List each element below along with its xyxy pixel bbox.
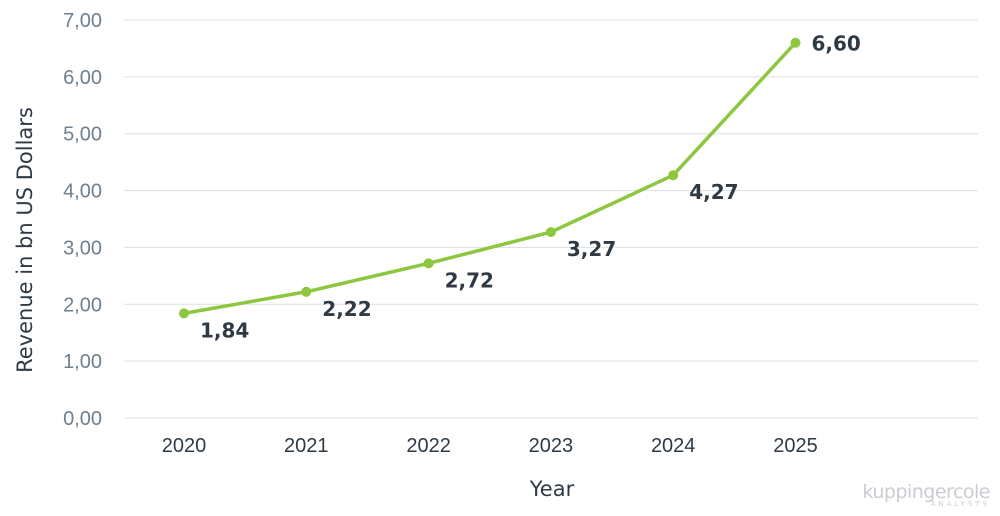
data-point [668,170,679,181]
data-point [179,308,189,319]
series-line [182,40,798,316]
x-tick-label: 2023 [529,435,574,457]
x-axis-ticks: 2020 2021 2022 2023 2024 2025 [162,435,818,457]
series-revenue [179,37,801,319]
y-tick-label: 2,00 [63,294,102,316]
y-tick-label: 3,00 [63,237,102,259]
brand-logo: kuppingercole ANALYSTS [862,481,990,509]
data-point [423,258,434,269]
brand-logo-tagline: ANALYSTS [930,500,990,508]
y-tick-label: 1,00 [63,351,102,373]
y-tick-label: 7,00 [63,10,102,32]
y-axis-title: Revenue in bn US Dollars [13,107,37,373]
data-label: 2,72 [445,268,494,292]
x-tick-label: 2022 [406,435,451,457]
x-tick-label: 2025 [773,435,818,457]
data-label: 6,60 [812,32,861,56]
data-label: 3,27 [567,237,616,261]
y-tick-label: 4,00 [63,181,102,203]
y-axis-ticks: 0,00 1,00 2,00 3,00 4,00 5,00 6,00 7,00 [63,10,102,430]
x-axis-title: Year [529,477,575,501]
brand-logo-name: kuppingercole [862,481,990,503]
data-point [301,286,312,297]
x-tick-label: 2024 [651,435,696,457]
gridlines [124,19,978,419]
data-point [790,37,801,48]
x-tick-label: 2020 [162,435,207,457]
y-tick-label: 0,00 [63,408,102,430]
x-tick-label: 2021 [284,435,329,457]
data-label: 2,22 [322,297,371,321]
y-tick-label: 6,00 [63,67,102,89]
data-labels: 1,84 2,22 2,72 3,27 4,27 6,60 [200,32,861,343]
data-point [545,227,556,238]
y-tick-label: 5,00 [63,124,102,146]
data-label: 4,27 [689,180,738,204]
data-label: 1,84 [200,318,249,342]
